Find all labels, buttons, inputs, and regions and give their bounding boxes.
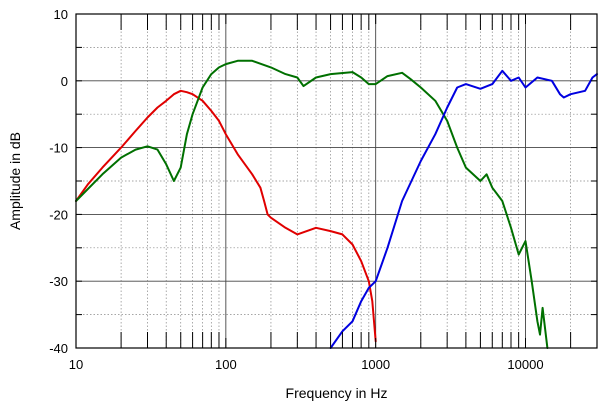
y-tick-label: -20	[49, 207, 68, 222]
x-tick-label: 100	[215, 357, 237, 372]
series-line-3	[329, 69, 598, 349]
y-tick-label: -40	[49, 341, 68, 356]
x-tick-label: 1000	[361, 357, 390, 372]
y-axis-title: Amplitude in dB	[7, 132, 23, 230]
x-axis-title: Frequency in Hz	[286, 385, 388, 401]
y-tick-label: -10	[49, 141, 68, 156]
series-lines	[75, 59, 598, 349]
x-tick-label: 10000	[507, 357, 543, 372]
y-tick-label: 0	[61, 74, 68, 89]
y-tick-label: 10	[54, 7, 68, 22]
x-tick-label: 10	[69, 357, 83, 372]
x-tick-labels: 10 100 1000 10000	[69, 357, 544, 372]
series-line-1	[75, 89, 377, 343]
y-tick-labels: 10 0 -10 -20 -30 -40	[49, 7, 68, 356]
y-tick-label: -30	[49, 274, 68, 289]
grid-lines	[76, 14, 597, 348]
series-line-2	[75, 59, 549, 349]
tick-marks	[76, 13, 597, 349]
